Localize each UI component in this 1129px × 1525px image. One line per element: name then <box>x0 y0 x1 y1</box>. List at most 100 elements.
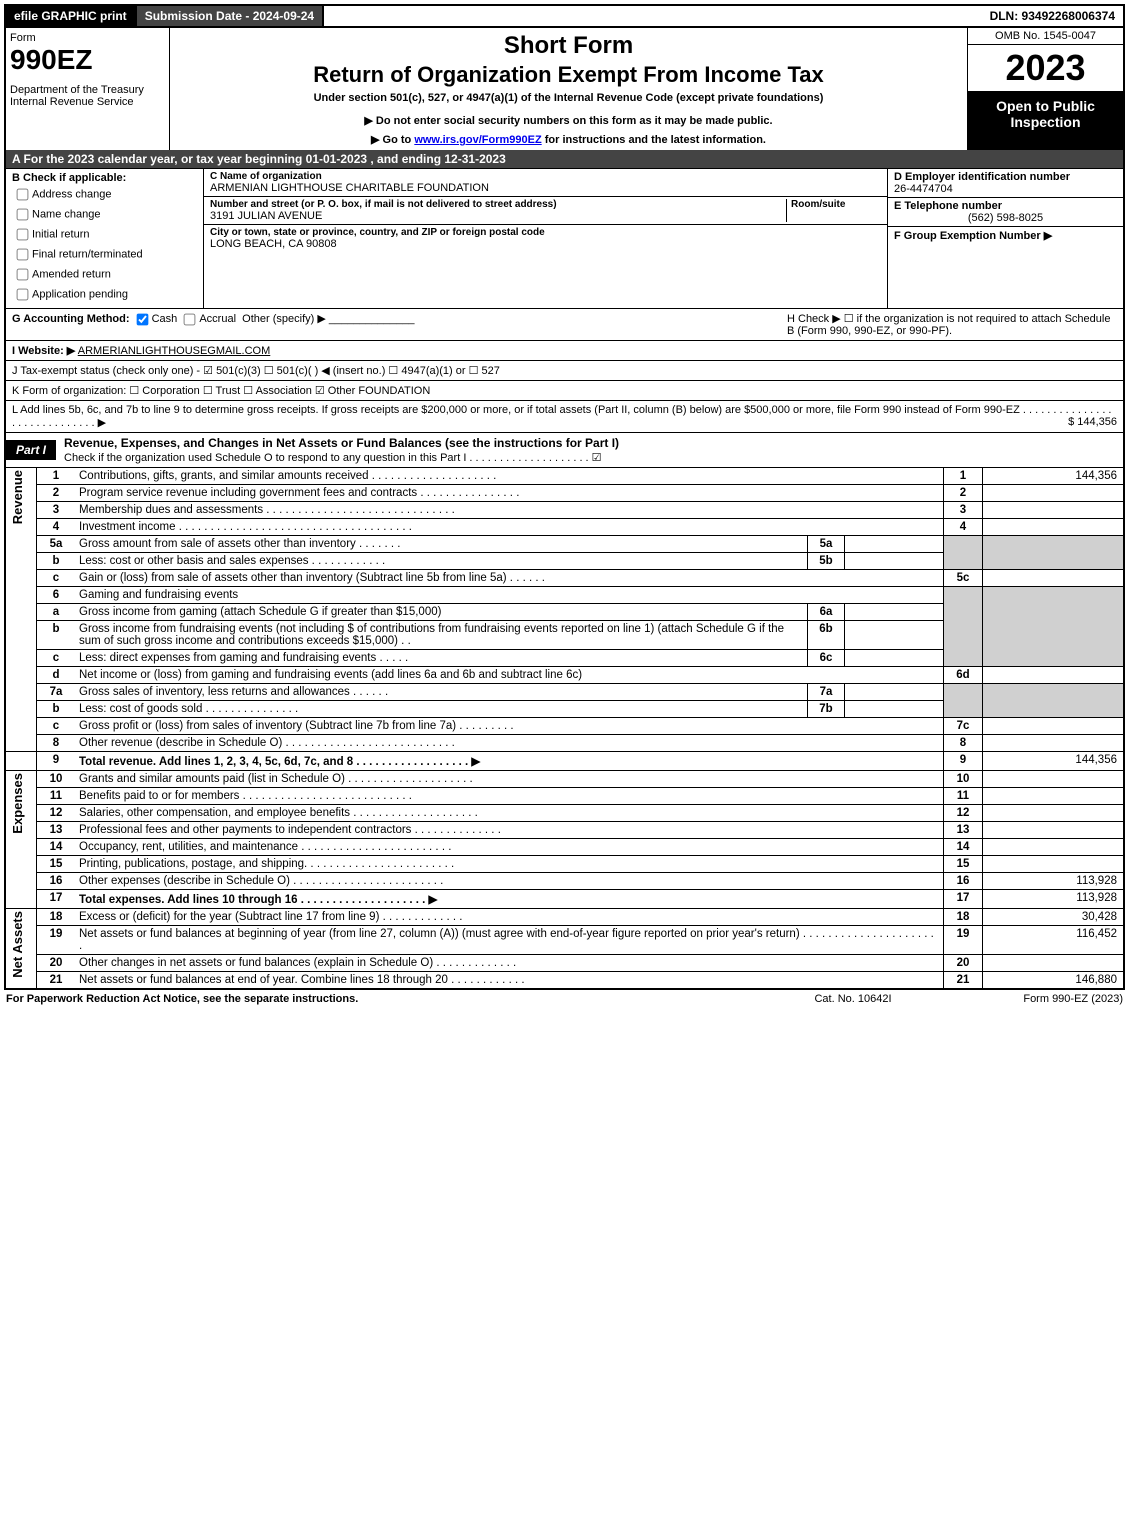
num-18: 18 <box>944 909 983 926</box>
dln-label: DLN: 93492268006374 <box>982 6 1123 26</box>
desc-4: Investment income . . . . . . . . . . . … <box>75 519 944 536</box>
chk-name-change[interactable]: Name change <box>12 205 197 224</box>
sub-5a: 5a <box>808 536 845 553</box>
part-i-title: Revenue, Expenses, and Changes in Net As… <box>56 433 1123 467</box>
chk-address-change[interactable]: Address change <box>12 185 197 204</box>
footer-notice: For Paperwork Reduction Act Notice, see … <box>6 993 743 1005</box>
desc-5b: Less: cost or other basis and sales expe… <box>75 553 808 570</box>
desc-10: Grants and similar amounts paid (list in… <box>75 771 944 788</box>
desc-18: Excess or (deficit) for the year (Subtra… <box>75 909 944 926</box>
omb-number: OMB No. 1545-0047 <box>968 28 1123 45</box>
accrual-label: Accrual <box>199 313 236 325</box>
checkbox-icon[interactable] <box>17 249 29 261</box>
goto-line: ▶ Go to www.irs.gov/Form990EZ for instru… <box>178 133 959 146</box>
c-street-label: Number and street (or P. O. box, if mail… <box>210 199 786 210</box>
opt-label: Amended return <box>32 268 111 280</box>
checkbox-icon[interactable] <box>17 289 29 301</box>
irs-link[interactable]: www.irs.gov/Form990EZ <box>414 134 541 146</box>
desc-16: Other expenses (describe in Schedule O) … <box>75 873 944 890</box>
form-word: Form <box>10 32 165 44</box>
desc-13: Professional fees and other payments to … <box>75 822 944 839</box>
chk-accrual[interactable] <box>184 313 196 325</box>
other-label: Other (specify) ▶ <box>242 313 326 325</box>
chk-initial-return[interactable]: Initial return <box>12 225 197 244</box>
checkbox-icon[interactable] <box>17 209 29 221</box>
num-3: 3 <box>944 502 983 519</box>
ln-5a: 5a <box>37 536 76 553</box>
val-11 <box>983 788 1124 805</box>
val-2 <box>983 485 1124 502</box>
num-2: 2 <box>944 485 983 502</box>
b-title: B Check if applicable: <box>12 172 197 184</box>
desc-5a: Gross amount from sale of assets other t… <box>75 536 808 553</box>
opt-label: Final return/terminated <box>32 248 143 260</box>
desc-6d: Net income or (loss) from gaming and fun… <box>75 667 944 684</box>
desc-20: Other changes in net assets or fund bala… <box>75 955 944 972</box>
desc-17: Total expenses. Add lines 10 through 16 … <box>75 890 944 909</box>
goto-post: for instructions and the latest informat… <box>542 134 766 146</box>
chk-amended-return[interactable]: Amended return <box>12 265 197 284</box>
val-12 <box>983 805 1124 822</box>
ln-15: 15 <box>37 856 76 873</box>
row-g-accounting: G Accounting Method: Cash Accrual Other … <box>6 308 1123 340</box>
ln-6c: c <box>37 650 76 667</box>
val-5c <box>983 570 1124 587</box>
ln-13: 13 <box>37 822 76 839</box>
dept-label: Department of the Treasury Internal Reve… <box>10 84 165 108</box>
num-7c: 7c <box>944 718 983 735</box>
val-9: 144,356 <box>983 752 1124 771</box>
chk-application-pending[interactable]: Application pending <box>12 285 197 304</box>
ln-8: 8 <box>37 735 76 752</box>
page-footer: For Paperwork Reduction Act Notice, see … <box>4 990 1125 1005</box>
row-a-calendar: A For the 2023 calendar year, or tax yea… <box>6 150 1123 168</box>
ln-5b: b <box>37 553 76 570</box>
desc-7a: Gross sales of inventory, less returns a… <box>75 684 808 701</box>
desc-12: Salaries, other compensation, and employ… <box>75 805 944 822</box>
shade-6 <box>944 587 983 667</box>
ln-6d: d <box>37 667 76 684</box>
ln-11: 11 <box>37 788 76 805</box>
open-inspection: Open to Public Inspection <box>968 92 1123 150</box>
num-9: 9 <box>944 752 983 771</box>
num-15: 15 <box>944 856 983 873</box>
short-form-title: Short Form <box>178 32 959 60</box>
row-l-gross-receipts: L Add lines 5b, 6c, and 7b to line 9 to … <box>6 400 1123 432</box>
checkbox-icon[interactable] <box>17 229 29 241</box>
i-value: ARMERIANLIGHTHOUSEGMAIL.COM <box>78 345 271 357</box>
ln-6: 6 <box>37 587 76 604</box>
desc-1: Contributions, gifts, grants, and simila… <box>75 468 944 485</box>
num-5c: 5c <box>944 570 983 587</box>
f-label: F Group Exemption Number ▶ <box>894 230 1052 242</box>
row-k-form-org: K Form of organization: ☐ Corporation ☐ … <box>6 380 1123 400</box>
shadeval-5 <box>983 536 1124 570</box>
shade-7 <box>944 684 983 718</box>
col-c-org-info: C Name of organization ARMENIAN LIGHTHOU… <box>204 169 888 308</box>
checkbox-icon[interactable] <box>17 189 29 201</box>
sub-6a: 6a <box>808 604 845 621</box>
netassets-label: Net Assets <box>10 911 25 978</box>
num-1: 1 <box>944 468 983 485</box>
desc-6c: Less: direct expenses from gaming and fu… <box>75 650 808 667</box>
side-expenses: Expenses <box>6 771 37 909</box>
d-ein-block: D Employer identification number 26-4474… <box>888 169 1123 198</box>
ln-7a: 7a <box>37 684 76 701</box>
revenue-label: Revenue <box>10 470 25 524</box>
chk-final-return[interactable]: Final return/terminated <box>12 245 197 264</box>
checkbox-icon[interactable] <box>17 269 29 281</box>
c-city-block: City or town, state or province, country… <box>204 225 887 252</box>
d-value: 26-4474704 <box>894 183 1117 195</box>
f-group-block: F Group Exemption Number ▶ <box>888 227 1123 244</box>
h-schedule-b: H Check ▶ ☐ if the organization is not r… <box>787 312 1117 337</box>
goto-pre: ▶ Go to <box>371 134 414 146</box>
efile-label: efile GRAPHIC print <box>6 6 137 26</box>
ln-3: 3 <box>37 502 76 519</box>
section-bcdef: B Check if applicable: Address change Na… <box>6 168 1123 308</box>
chk-cash[interactable] <box>136 313 148 325</box>
desc-11: Benefits paid to or for members . . . . … <box>75 788 944 805</box>
desc-14: Occupancy, rent, utilities, and maintena… <box>75 839 944 856</box>
val-20 <box>983 955 1124 972</box>
desc-3: Membership dues and assessments . . . . … <box>75 502 944 519</box>
opt-label: Address change <box>32 188 112 200</box>
num-11: 11 <box>944 788 983 805</box>
c-street-value: 3191 JULIAN AVENUE <box>210 210 786 222</box>
